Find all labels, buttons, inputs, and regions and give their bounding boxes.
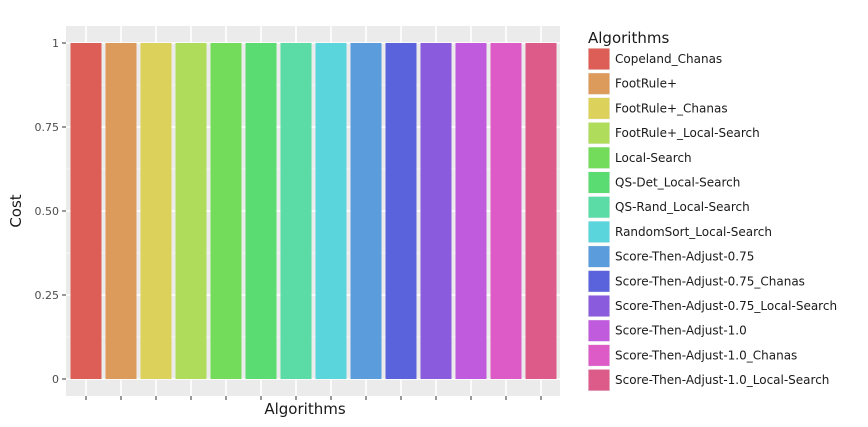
legend-label: FootRule+ (615, 77, 677, 91)
y-axis: 0 0.25 0.50 0.75 1 (35, 37, 66, 386)
legend-swatch (588, 246, 610, 268)
legend-label: RandomSort_Local-Search (615, 225, 772, 239)
legend-swatch (588, 369, 610, 391)
legend-swatch (588, 97, 610, 119)
bar (105, 43, 137, 379)
y-tick-label: 1 (52, 37, 59, 50)
y-tick-label: 0.25 (35, 289, 60, 302)
legend-label: Score-Then-Adjust-0.75_Local-Search (615, 299, 837, 313)
bar (350, 43, 382, 379)
legend-swatch (588, 122, 610, 144)
y-tick-label: 0 (52, 373, 59, 386)
bar (525, 43, 557, 379)
legend-label: Score-Then-Adjust-0.75 (615, 250, 754, 264)
legend: Algorithms Copeland_Chanas FootRule+ FootR… (588, 29, 837, 392)
bar (175, 43, 207, 379)
legend-label: Score-Then-Adjust-1.0_Chanas (615, 348, 797, 362)
legend-label: QS-Det_Local-Search (615, 176, 740, 190)
legend-label: Score-Then-Adjust-1.0_Local-Search (615, 373, 829, 387)
legend-swatch (588, 344, 610, 366)
legend-label: FootRule+_Local-Search (615, 126, 760, 140)
x-axis (85, 396, 542, 400)
legend-swatch (588, 221, 610, 243)
bar (490, 43, 522, 379)
x-axis-title: Algorithms (264, 400, 345, 418)
legend-swatch (588, 172, 610, 193)
bar (70, 43, 102, 379)
y-tick-label: 0.75 (35, 121, 60, 134)
legend-swatch (588, 270, 610, 292)
legend-title: Algorithms (588, 29, 669, 47)
bars-layer (70, 43, 557, 379)
legend-label: Score-Then-Adjust-0.75_Chanas (615, 274, 805, 288)
legend-label: Score-Then-Adjust-1.0 (615, 324, 747, 338)
bar (315, 43, 347, 379)
legend-label: Local-Search (615, 151, 692, 165)
bar (420, 43, 452, 379)
legend-label: QS-Rand_Local-Search (615, 200, 750, 214)
legend-swatch (588, 48, 610, 70)
legend-label: Copeland_Chanas (615, 52, 722, 66)
bar (455, 43, 487, 379)
bar (210, 43, 242, 379)
legend-swatch (588, 295, 610, 317)
bar (245, 43, 277, 379)
bar (140, 43, 172, 379)
legend-swatch (588, 320, 610, 342)
y-tick-label: 0.50 (35, 205, 60, 218)
bar (385, 43, 417, 379)
bar (280, 43, 312, 379)
y-axis-title: Cost (7, 194, 25, 227)
legend-label: FootRule+_Chanas (615, 101, 728, 115)
legend-swatch (588, 147, 610, 169)
legend-swatch (588, 73, 610, 95)
legend-swatch (588, 196, 610, 218)
